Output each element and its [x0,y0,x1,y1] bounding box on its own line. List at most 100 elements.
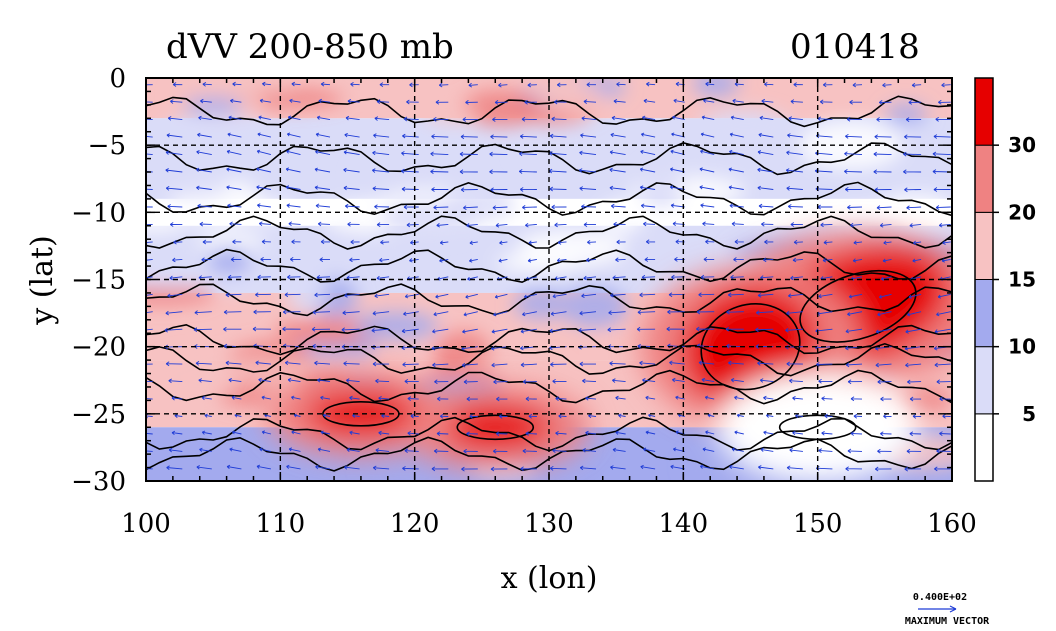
colorbar-label: 30 [1008,133,1036,157]
wind-vector [645,395,656,400]
wind-vector [433,311,449,317]
wind-vector [404,293,419,299]
wind-vector [380,239,390,245]
wind-vector [490,466,508,472]
wind-vector [282,326,301,332]
wind-vector [520,328,537,334]
field-patch [146,213,188,233]
wind-vector [463,448,478,454]
y-tick-label: −30 [71,467,126,497]
wind-vector [520,362,537,368]
wind-vector [436,396,449,402]
wind-vector [372,186,390,191]
wind-vector [845,328,863,334]
wind-vector [581,204,597,209]
wind-vector [196,185,212,191]
wind-vector [730,115,744,121]
wind-vector [847,311,863,317]
wind-vector [643,221,656,227]
wind-vector [460,134,478,140]
wind-vector [875,328,892,334]
wind-vector [469,240,478,245]
wind-vector [403,116,419,122]
wind-vector [173,239,183,245]
wind-vector [786,465,803,471]
wind-vector [639,185,656,190]
wind-vector [816,362,833,367]
wind-vector [227,203,242,208]
wind-vector [936,379,951,385]
wind-vector [433,448,449,454]
wind-vector [200,98,212,104]
wind-vector [439,413,449,419]
wind-vector [845,466,863,472]
wind-vector [166,133,183,138]
wind-vector [938,222,951,228]
wind-vector [459,169,478,175]
wind-vector [883,414,892,419]
wind-vector [463,205,478,210]
wind-vector [551,204,567,210]
wind-vector [585,430,597,436]
wind-vector [670,203,685,208]
wind-vector [315,464,331,470]
field-patch [834,208,890,226]
wind-vector [762,257,774,263]
wind-vector [699,167,715,173]
wind-vector [646,81,656,87]
wind-vector [942,413,951,419]
wind-vector [556,258,567,263]
wind-vector [433,117,449,122]
wind-vector [435,293,449,299]
wind-vector [726,309,744,315]
wind-vector [528,240,537,245]
wind-vector [146,258,153,263]
wind-vector [608,310,626,315]
wind-vector [844,187,863,192]
wind-vector [786,150,803,156]
wind-vector [790,99,803,104]
wind-vector [499,240,508,245]
vector-reference-caption: MAXIMUM VECTOR [905,616,990,627]
wind-vector [315,132,331,138]
wind-vector [201,430,212,435]
wind-vector [844,151,863,157]
wind-vector [232,239,242,245]
wind-vector [702,447,715,452]
wind-vector [146,206,153,208]
wind-vector [465,100,478,105]
wind-vector [287,115,301,121]
wind-vector [701,115,715,121]
wind-vector [734,395,744,400]
wind-vector [461,466,478,472]
wind-vector [402,133,419,139]
wind-vector [758,465,774,470]
wind-vector [519,134,537,139]
wind-vector [581,116,597,121]
wind-vector [494,100,508,105]
wind-vector [169,222,183,227]
wind-vector [729,464,744,470]
wind-vector [196,465,212,470]
wind-vector [667,309,685,315]
wind-vector [821,396,833,401]
wind-vector [734,239,744,245]
wind-vector [164,327,183,333]
wind-vector [904,187,922,193]
wind-vector [645,239,656,245]
wind-vector [874,187,892,193]
wind-vector [615,430,626,435]
wind-vector [705,430,715,435]
wind-vector [344,203,360,209]
wind-vector [877,311,892,317]
wind-vector [343,185,360,191]
wind-vector [436,222,449,228]
wind-vector [493,379,508,385]
wind-vector [223,326,242,332]
wind-vector [256,464,271,470]
wind-vector [700,274,715,280]
wind-vector [876,205,892,210]
wind-vector [286,464,301,470]
wind-vector [613,99,626,104]
wind-vector [873,151,892,157]
